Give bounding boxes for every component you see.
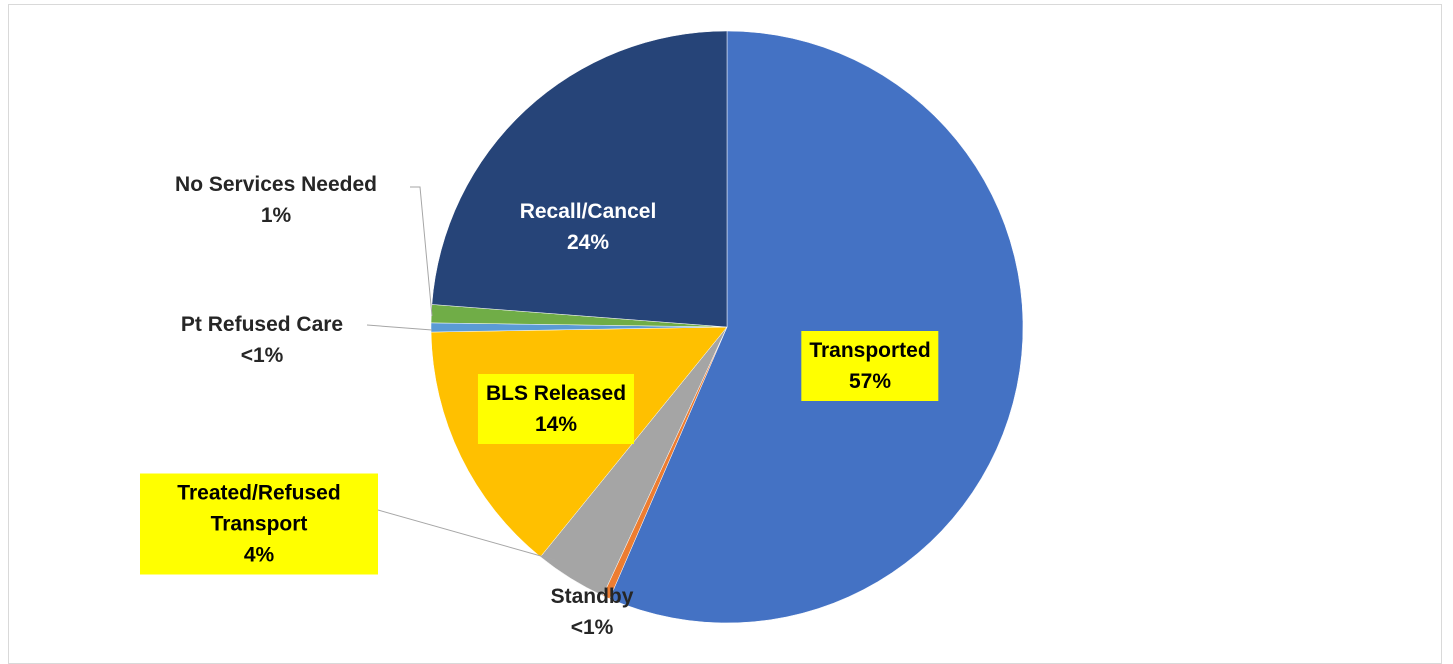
- category-label: No Services Needed: [175, 173, 377, 196]
- data-label: BLS Released 14%: [477, 374, 635, 444]
- category-label: Standby: [550, 585, 634, 608]
- category-label: Transported: [809, 339, 931, 362]
- category-label: Recall/Cancel: [519, 200, 657, 223]
- data-label: Standby <1%: [543, 577, 642, 647]
- category-label: Treated/Refused Transport: [177, 481, 341, 536]
- leader-line: [410, 186, 433, 317]
- pie-slice: [431, 30, 728, 328]
- value-label: 4%: [243, 543, 275, 567]
- category-label: BLS Released: [485, 382, 627, 405]
- data-label: Pt Refused Care <1%: [173, 305, 351, 375]
- data-label: Recall/Cancel 24%: [512, 192, 665, 262]
- value-label: 24%: [566, 231, 610, 254]
- value-label: <1%: [240, 344, 284, 367]
- value-label: 57%: [848, 370, 892, 393]
- pie-slice: [609, 30, 1024, 624]
- leader-line: [377, 509, 556, 561]
- value-label: 14%: [534, 413, 578, 436]
- data-label: No Services Needed 1%: [167, 165, 385, 235]
- value-label: <1%: [570, 616, 614, 639]
- leader-line: [366, 324, 433, 331]
- value-label: 1%: [260, 204, 292, 227]
- category-label: Pt Refused Care: [180, 313, 344, 336]
- data-label: Transported 57%: [801, 331, 939, 401]
- data-label: Treated/Refused Transport 4%: [140, 473, 378, 575]
